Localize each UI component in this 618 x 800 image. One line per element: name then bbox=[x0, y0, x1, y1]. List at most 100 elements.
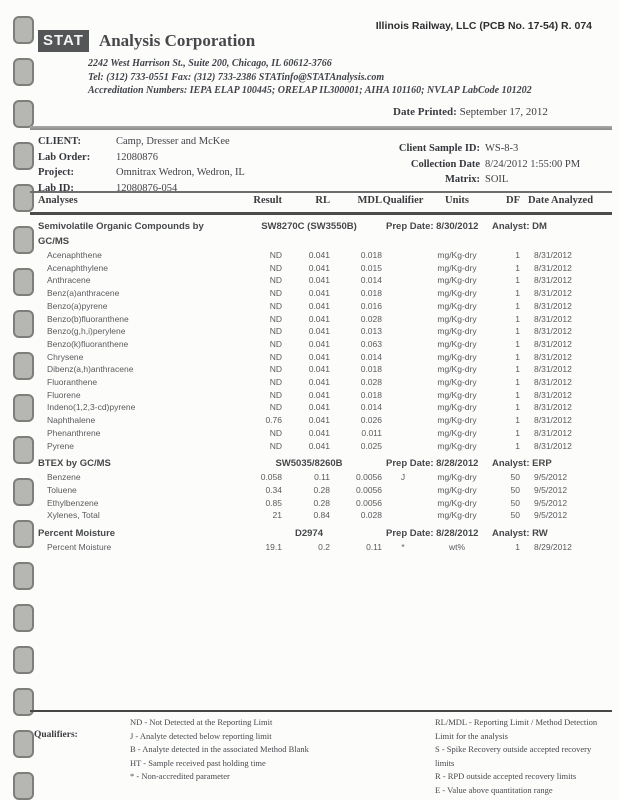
binder-hole bbox=[13, 772, 34, 800]
table-row: Phenanthrene ND 0.041 0.011 mg/Kg-dry 1 8/31/2… bbox=[38, 427, 604, 440]
date-analyzed-value: 8/31/2012 bbox=[534, 288, 572, 299]
binder-hole bbox=[13, 352, 34, 380]
rl-value: 0.041 bbox=[308, 415, 330, 426]
client-info-value: 12080876 bbox=[116, 151, 158, 163]
qualifier-value bbox=[382, 313, 424, 326]
result-value: ND bbox=[269, 440, 282, 451]
result-value: ND bbox=[269, 402, 282, 413]
table-column-headers: Analyses Result RL MDL Qualifier Units D… bbox=[38, 195, 598, 206]
section-prep-date: Prep Date: 8/28/2012 bbox=[386, 528, 479, 540]
section-name: Semivolatile Organic Compounds by GC/MS bbox=[38, 221, 204, 247]
result-value: ND bbox=[269, 300, 282, 311]
date-analyzed-value: 8/31/2012 bbox=[534, 351, 572, 362]
result-value: ND bbox=[269, 326, 282, 337]
binder-hole bbox=[13, 562, 34, 590]
section-method: SW5035/8260B bbox=[275, 458, 343, 470]
result-value: ND bbox=[269, 351, 282, 362]
result-value: ND bbox=[269, 313, 282, 324]
qualifier-value bbox=[382, 484, 424, 497]
column-header-rl: RL bbox=[315, 195, 330, 206]
qualifier-value bbox=[382, 249, 424, 262]
result-value: 0.34 bbox=[265, 484, 282, 495]
section-prep-date: Prep Date: 8/30/2012 bbox=[386, 221, 479, 232]
sample-info-value: SOIL bbox=[485, 174, 509, 185]
date-analyzed-value: 8/31/2012 bbox=[534, 377, 572, 388]
section-analyst: Analyst: DM bbox=[492, 221, 547, 232]
mdl-value: 0.063 bbox=[360, 338, 382, 349]
table-row: Pyrene ND 0.041 0.025 mg/Kg-dry 1 8/31/2012 bbox=[38, 440, 604, 453]
units-value: mg/Kg-dry bbox=[437, 364, 477, 375]
client-info-label: Lab Order: bbox=[38, 151, 91, 163]
rl-value: 0.84 bbox=[313, 510, 330, 521]
result-value: ND bbox=[269, 389, 282, 400]
df-value: 1 bbox=[515, 351, 520, 362]
date-analyzed-value: 8/31/2012 bbox=[534, 415, 572, 426]
mdl-value: 0.028 bbox=[360, 313, 382, 324]
qualifier-value bbox=[382, 401, 424, 414]
qualifiers-right-column: RL/MDL - Reporting Limit / Method Detect… bbox=[435, 716, 612, 800]
qualifiers-left-column: ND - Not Detected at the Reporting Limit… bbox=[130, 716, 430, 784]
units-value: mg/Kg-dry bbox=[437, 351, 477, 362]
qualifier-definition: B - Analyte detected in the associated M… bbox=[130, 744, 309, 754]
analyte-name: Pyrene bbox=[47, 440, 74, 451]
section-prep-date: Prep Date: 8/28/2012 bbox=[386, 458, 479, 470]
column-header-result: Result bbox=[253, 195, 282, 206]
address-line: 2242 West Harrison St., Suite 200, Chica… bbox=[88, 58, 332, 69]
column-header-analyses: Analyses bbox=[38, 195, 78, 206]
binder-hole bbox=[13, 436, 34, 464]
analyte-name: Benzo(k)fluoranthene bbox=[47, 338, 129, 349]
units-value: mg/Kg-dry bbox=[437, 377, 477, 388]
table-row: Naphthalene 0.76 0.041 0.026 mg/Kg-dry 1 8/31/… bbox=[38, 414, 604, 427]
analyte-name: Toluene bbox=[47, 484, 77, 495]
df-value: 1 bbox=[515, 326, 520, 337]
analyte-name: Naphthalene bbox=[47, 415, 96, 426]
table-row: Dibenz(a,h)anthracene ND 0.041 0.018 mg/Kg-d… bbox=[38, 363, 604, 376]
result-value: ND bbox=[269, 377, 282, 388]
table-row: Benzo(b)fluoranthene ND 0.041 0.028 mg/Kg-dr… bbox=[38, 313, 604, 326]
date-analyzed-value: 8/31/2012 bbox=[534, 338, 572, 349]
rl-value: 0.041 bbox=[308, 288, 330, 299]
mdl-value: 0.013 bbox=[360, 326, 382, 337]
table-row: Acenaphthene ND 0.041 0.018 mg/Kg-dry 1 8/31/2… bbox=[38, 249, 604, 262]
date-analyzed-value: 8/31/2012 bbox=[534, 427, 572, 438]
qualifier-value bbox=[382, 274, 424, 287]
date-analyzed-value: 8/31/2012 bbox=[534, 440, 572, 451]
rl-value: 0.041 bbox=[308, 377, 330, 388]
analyte-name: Benzo(b)fluoranthene bbox=[47, 313, 129, 324]
sample-info-value: WS-8-3 bbox=[485, 143, 519, 154]
binder-hole bbox=[13, 520, 34, 548]
analyte-name: Xylenes, Total bbox=[47, 510, 100, 521]
mdl-value: 0.016 bbox=[360, 300, 382, 311]
rl-value: 0.28 bbox=[313, 484, 330, 495]
table-row: Anthracene ND 0.041 0.014 mg/Kg-dry 1 8/31/201… bbox=[38, 274, 604, 287]
analysis-section-header: BTEX by GC/MS SW5035/8260B Prep Date: 8/28… bbox=[38, 456, 604, 471]
analyte-name: Acenaphthylene bbox=[47, 262, 108, 273]
mdl-value: 0.11 bbox=[366, 542, 382, 553]
qualifier-value bbox=[382, 262, 424, 275]
column-header-df: DF bbox=[506, 195, 520, 206]
results-table: Semivolatile Organic Compounds by GC/MS S… bbox=[38, 217, 604, 558]
date-analyzed-value: 8/31/2012 bbox=[534, 326, 572, 337]
df-value: 1 bbox=[515, 389, 520, 400]
mdl-value: 0.028 bbox=[360, 377, 382, 388]
qualifier-value bbox=[382, 325, 424, 338]
qualifier-value bbox=[382, 376, 424, 389]
client-info-label: Project: bbox=[38, 167, 74, 178]
table-row: Percent Moisture 19.1 0.2 0.11 * wt% 1 8/29/201… bbox=[38, 541, 604, 554]
result-value: ND bbox=[269, 262, 282, 273]
client-info-left: CLIENT: Camp, Dresser and McKee Lab Order:… bbox=[38, 134, 245, 196]
result-value: 0.76 bbox=[265, 415, 282, 426]
rl-value: 0.041 bbox=[308, 427, 330, 438]
mdl-value: 0.0056 bbox=[356, 497, 382, 508]
table-row: Fluorene ND 0.041 0.018 mg/Kg-dry 1 8/31/2012 bbox=[38, 389, 604, 402]
df-value: 1 bbox=[515, 427, 520, 438]
df-value: 1 bbox=[515, 275, 520, 286]
analyte-name: Phenanthrene bbox=[47, 427, 101, 438]
mdl-value: 0.011 bbox=[361, 427, 382, 438]
table-row: Benz(a)anthracene ND 0.041 0.018 mg/Kg-dry 1 8… bbox=[38, 287, 604, 300]
company-header: STAT Analysis Corporation bbox=[38, 30, 255, 52]
units-value: mg/Kg-dry bbox=[437, 510, 477, 521]
units-value: mg/Kg-dry bbox=[437, 472, 477, 483]
df-value: 1 bbox=[515, 377, 520, 388]
df-value: 50 bbox=[510, 484, 520, 495]
